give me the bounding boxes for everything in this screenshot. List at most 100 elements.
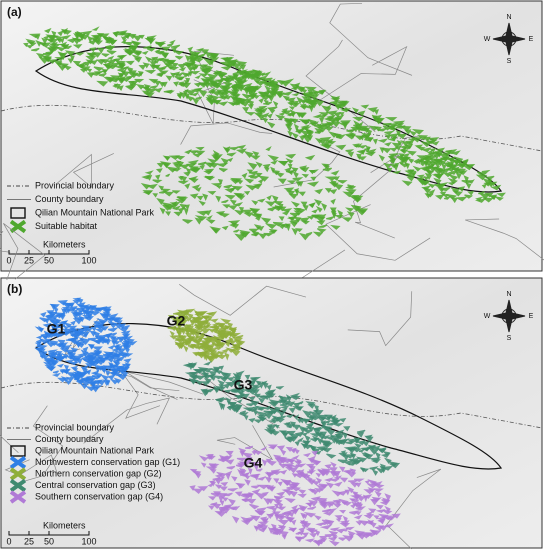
habitat-patch: [40, 311, 47, 318]
habitat-patch: [40, 335, 49, 341]
habitat-patch: [55, 62, 63, 68]
habitat-patch: [250, 386, 262, 390]
habitat-patch: [330, 198, 336, 205]
habitat-patch: [51, 372, 61, 377]
habitat-patch: [72, 300, 81, 305]
habitat-patch: [285, 97, 296, 103]
habitat-patch: [205, 355, 216, 363]
habitat-patch: [456, 164, 467, 169]
habitat-patch: [185, 308, 196, 313]
habitat-patch: [287, 163, 293, 170]
habitat-patch: [219, 374, 232, 380]
habitat-patch: [67, 351, 76, 359]
habitat-patch: [284, 464, 295, 470]
habitat-patch: [257, 175, 270, 182]
habitat-patch: [292, 170, 299, 179]
habitat-patch: [161, 188, 171, 193]
habitat-patch: [348, 480, 358, 484]
habitat-patch: [220, 482, 229, 487]
habitat-patch: [94, 71, 105, 75]
habitat-patch: [260, 217, 272, 224]
habitat-patch: [372, 138, 378, 145]
habitat-patch: [101, 68, 108, 74]
habitat-patch: [330, 419, 342, 425]
habitat-patch: [220, 157, 229, 166]
habitat-patch: [324, 533, 335, 538]
habitat-patch: [319, 440, 332, 448]
habitat-patch: [257, 178, 264, 184]
habitat-patch: [257, 397, 265, 404]
habitat-patch: [312, 410, 324, 416]
habitat-patch: [314, 529, 321, 537]
habitat-patch: [321, 163, 330, 169]
habitat-patch: [116, 345, 124, 351]
habitat-patch: [206, 73, 218, 81]
habitat-patch: [319, 524, 333, 530]
habitat-patch: [114, 356, 126, 362]
habitat-patch: [96, 80, 109, 87]
habitat-patch: [226, 465, 236, 470]
habitat-patch: [127, 71, 139, 79]
habitat-patch: [52, 312, 65, 318]
habitat-patch: [276, 79, 286, 86]
habitat-patch: [239, 387, 245, 393]
habitat-patch: [279, 469, 288, 475]
habitat-patch: [416, 174, 425, 179]
habitat-patch: [391, 135, 397, 142]
habitat-patch: [117, 55, 125, 61]
habitat-patch: [57, 377, 67, 383]
habitat-patch: [140, 182, 151, 190]
habitat-patch: [145, 174, 153, 181]
habitat-patch: [231, 101, 241, 106]
habitat-patch: [201, 368, 213, 373]
habitat-patch: [321, 435, 331, 440]
compass-s: S: [507, 58, 512, 65]
habitat-patch: [339, 418, 347, 423]
habitat-patch: [96, 47, 105, 54]
habitat-patch: [194, 74, 202, 79]
habitat-patch: [255, 380, 262, 386]
habitat-patch: [67, 306, 78, 311]
habitat-patch: [280, 408, 288, 414]
habitat-patch: [175, 160, 184, 167]
habitat-patch: [104, 44, 112, 50]
habitat-patch: [81, 30, 93, 36]
habitat-patch: [93, 321, 101, 328]
habitat-patch: [308, 169, 316, 175]
habitat-patch: [85, 385, 96, 392]
habitat-patch: [342, 122, 348, 130]
habitat-patch: [267, 206, 278, 212]
habitat-patch: [249, 155, 261, 160]
habitat-patch: [216, 91, 226, 99]
habitat-patch: [345, 184, 355, 190]
habitat-patch: [268, 511, 276, 517]
compass-n: N: [506, 14, 511, 21]
habitat-patch: [202, 82, 211, 88]
habitat-patch: [224, 352, 230, 361]
habitat-patch: [312, 231, 324, 238]
habitat-patch: [352, 143, 360, 148]
habitat-patch: [215, 70, 227, 78]
habitat-patch: [115, 76, 127, 82]
habitat-patch: [255, 161, 263, 168]
habitat-patch: [219, 500, 225, 506]
habitat-patch: [251, 488, 261, 495]
habitat-patch: [229, 326, 237, 335]
habitat-patch: [290, 201, 300, 208]
habitat-patch: [241, 452, 253, 459]
habitat-patch: [355, 521, 363, 526]
habitat-patch: [55, 332, 66, 337]
habitat-patch: [226, 322, 233, 329]
habitat-patch: [267, 444, 278, 449]
habitat-patch: [227, 157, 234, 163]
habitat-patch: [395, 154, 405, 160]
habitat-patch: [224, 338, 233, 345]
habitat-patch: [103, 36, 113, 42]
habitat-patch: [323, 419, 332, 424]
habitat-patch: [116, 30, 128, 36]
habitat-patch: [189, 92, 200, 97]
habitat-patch: [267, 154, 279, 162]
habitat-patch: [314, 216, 326, 223]
habitat-patch: [71, 37, 81, 45]
habitat-patch: [102, 332, 113, 339]
